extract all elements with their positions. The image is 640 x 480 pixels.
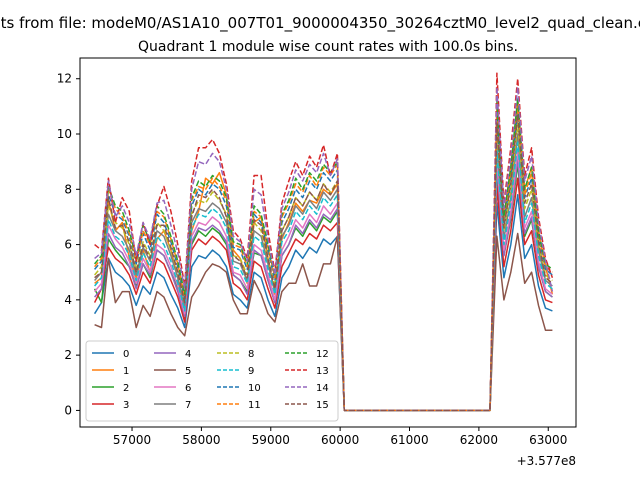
plot-area-frame <box>79 57 577 428</box>
legend-label: 4 <box>185 349 191 360</box>
legend-label: 14 <box>316 383 329 394</box>
x-axis: 57000 58000 59000 60000 61000 62000 63000 <box>113 427 567 447</box>
legend-item-8: 8 <box>217 349 254 360</box>
y-tick-label: 0 <box>64 403 72 417</box>
y-tick-label: 8 <box>64 182 72 196</box>
x-tick-label: 62000 <box>460 433 498 447</box>
legend-label: 2 <box>123 383 129 394</box>
y-tick-label: 12 <box>57 72 72 86</box>
legend-label: 1 <box>123 366 129 377</box>
legend-item-13: 13 <box>285 366 329 377</box>
legend-item-2: 2 <box>92 383 129 394</box>
legend-item-11: 11 <box>217 400 261 411</box>
legend-frame <box>85 340 339 422</box>
legend-item-5: 5 <box>154 366 191 377</box>
legend-item-1: 1 <box>92 366 129 377</box>
legend-label: 8 <box>248 349 254 360</box>
legend-item-6: 6 <box>154 383 191 394</box>
x-offset-label: +3.577e8 <box>517 454 576 468</box>
legend-item-7: 7 <box>154 400 191 411</box>
legend-label: 3 <box>123 400 129 411</box>
x-tick-label: 61000 <box>390 433 428 447</box>
legend-label: 13 <box>316 366 329 377</box>
series-group <box>93 72 554 412</box>
legend-item-3: 3 <box>92 400 129 411</box>
legend-label: 9 <box>248 366 254 377</box>
legend-item-14: 14 <box>285 383 329 394</box>
legend-label: 5 <box>185 366 191 377</box>
legend-item-9: 9 <box>217 366 254 377</box>
legend-item-4: 4 <box>154 349 191 360</box>
legend-item-15: 15 <box>285 400 329 411</box>
x-tick-label: 59000 <box>252 433 290 447</box>
y-axis: 0 2 4 6 8 10 12 <box>57 72 80 417</box>
y-tick-label: 4 <box>64 293 72 307</box>
series-line-15 <box>94 113 553 412</box>
legend-item-12: 12 <box>285 349 329 360</box>
chart-title: Quadrant 1 module wise count rates with … <box>138 39 518 55</box>
figure-suptitle: Plots from file: modeM0/AS1A10_007T01_90… <box>0 14 640 33</box>
legend-label: 15 <box>316 400 329 411</box>
x-tick-label: 57000 <box>113 433 151 447</box>
legend-item-0: 0 <box>92 349 129 360</box>
y-tick-label: 10 <box>57 127 72 141</box>
x-tick-label: 58000 <box>182 433 220 447</box>
legend-label: 10 <box>248 383 261 394</box>
legend-label: 11 <box>248 400 261 411</box>
series-line-9 <box>94 141 553 412</box>
legend-label: 7 <box>185 400 191 411</box>
legend-label: 0 <box>123 349 129 360</box>
y-tick-label: 2 <box>64 348 72 362</box>
series-line-8 <box>94 122 553 412</box>
legend-label: 12 <box>316 349 329 360</box>
x-tick-label: 60000 <box>321 433 359 447</box>
legend-label: 6 <box>185 383 191 394</box>
y-tick-label: 6 <box>64 238 72 252</box>
x-tick-label: 63000 <box>529 433 567 447</box>
legend-item-10: 10 <box>217 383 261 394</box>
